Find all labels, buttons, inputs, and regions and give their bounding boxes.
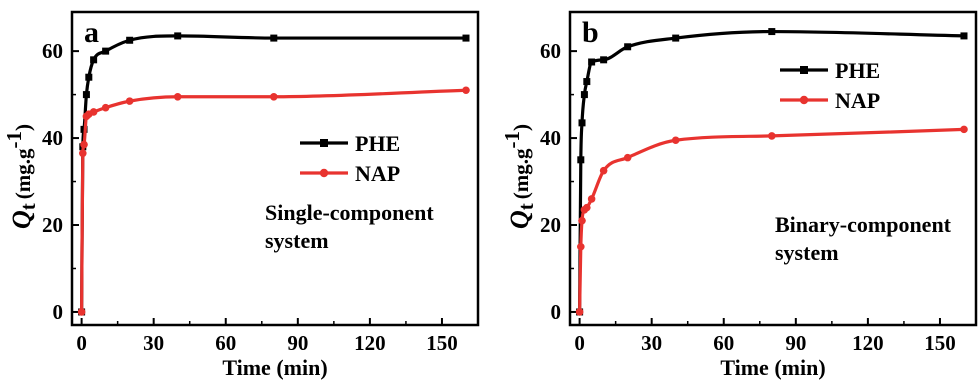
x-tick-label: 120 <box>354 331 386 355</box>
data-point <box>577 156 585 164</box>
data-point <box>462 34 470 42</box>
x-tick-label: 150 <box>426 331 458 355</box>
data-point <box>587 195 596 203</box>
plot-frame <box>568 10 978 327</box>
x-tick-label: 120 <box>852 331 884 355</box>
legend-label: PHE <box>835 58 880 83</box>
series-phe <box>576 28 968 316</box>
y-title-units: (mg.g <box>11 148 35 199</box>
data-point <box>583 203 591 212</box>
x-axis-title: Time (min) <box>720 355 825 380</box>
x-tick-label: 0 <box>76 331 87 355</box>
data-point <box>173 92 182 101</box>
y-tick-label: 20 <box>540 213 561 237</box>
y-tick-label: 0 <box>53 300 64 324</box>
data-point <box>82 91 90 99</box>
y-title-units: (mg.g <box>509 148 533 199</box>
x-tick-label: 90 <box>785 331 806 355</box>
panel-letter: b <box>582 16 599 49</box>
data-point <box>768 28 776 36</box>
series-phe <box>78 32 470 316</box>
x-tick-label: 60 <box>215 331 236 355</box>
data-point <box>583 78 591 86</box>
data-point <box>580 91 588 99</box>
data-point <box>577 242 585 251</box>
annotation-text: Single-component <box>265 200 434 225</box>
legend-swatch-marker <box>800 66 808 74</box>
data-point <box>623 153 632 162</box>
data-point <box>90 56 98 64</box>
x-tick-label: 30 <box>143 331 164 355</box>
legend: PHE NAP <box>300 131 400 186</box>
data-point <box>575 308 584 316</box>
annotation-text: Binary-component <box>775 212 952 237</box>
series-line <box>80 34 466 312</box>
data-point <box>77 308 86 316</box>
annotation-text: system <box>265 228 329 253</box>
y-tick-label: 20 <box>42 213 63 237</box>
data-point <box>269 92 278 101</box>
annotation-text: system <box>775 240 839 265</box>
x-tick-label: 90 <box>287 331 308 355</box>
data-point <box>578 119 586 127</box>
legend-swatch-marker <box>799 95 809 105</box>
data-point <box>624 43 632 51</box>
data-point <box>599 166 608 175</box>
plot-frame <box>70 10 480 327</box>
y-axis-title: Qt (mg.g-1) <box>500 124 538 229</box>
x-axis-title: Time (min) <box>222 355 327 380</box>
data-point <box>85 73 93 81</box>
legend-label: PHE <box>355 131 400 156</box>
data-point <box>79 149 87 158</box>
y-title-subscript: t <box>514 203 538 210</box>
y-tick-label: 60 <box>42 39 63 63</box>
data-point <box>126 36 134 44</box>
series-line <box>578 29 965 312</box>
y-tick-label: 60 <box>540 39 561 63</box>
data-point <box>578 216 586 225</box>
panel-letter: a <box>84 16 99 49</box>
x-tick-label: 0 <box>574 331 585 355</box>
y-tick-label: 40 <box>42 126 63 150</box>
y-tick-label: 40 <box>540 126 561 150</box>
data-point <box>767 132 776 140</box>
data-point <box>671 136 680 145</box>
legend: PHE NAP <box>780 58 880 113</box>
data-point <box>600 56 608 64</box>
legend-label: NAP <box>835 88 880 113</box>
y-title-close: ) <box>509 124 533 131</box>
legend-swatch-marker <box>320 139 328 147</box>
data-point <box>101 103 110 112</box>
y-axis-title: Qt (mg.g-1) <box>2 124 40 229</box>
legend-label: NAP <box>355 161 400 186</box>
data-point <box>174 32 182 40</box>
data-point <box>672 34 680 42</box>
data-point <box>270 34 278 42</box>
data-point <box>462 86 470 95</box>
y-title-exponent: -1 <box>2 131 26 149</box>
data-point <box>80 140 88 149</box>
y-tick-label: 0 <box>551 300 562 324</box>
legend-swatch-marker <box>319 168 329 178</box>
x-tick-label: 60 <box>713 331 734 355</box>
series-nap <box>575 125 968 316</box>
data-point <box>960 125 968 134</box>
series-line <box>578 127 965 312</box>
data-point <box>125 97 134 105</box>
y-title-exponent: -1 <box>500 131 524 149</box>
data-point <box>89 108 98 116</box>
series-nap <box>77 86 470 316</box>
y-title-subscript: t <box>16 203 40 210</box>
y-title-close: ) <box>11 124 35 131</box>
data-point <box>102 47 110 55</box>
data-point <box>960 32 968 40</box>
x-tick-label: 30 <box>641 331 662 355</box>
y-title-symbol: Q <box>505 210 534 229</box>
x-tick-label: 150 <box>924 331 956 355</box>
data-point <box>588 58 596 66</box>
y-title-symbol: Q <box>7 210 36 229</box>
